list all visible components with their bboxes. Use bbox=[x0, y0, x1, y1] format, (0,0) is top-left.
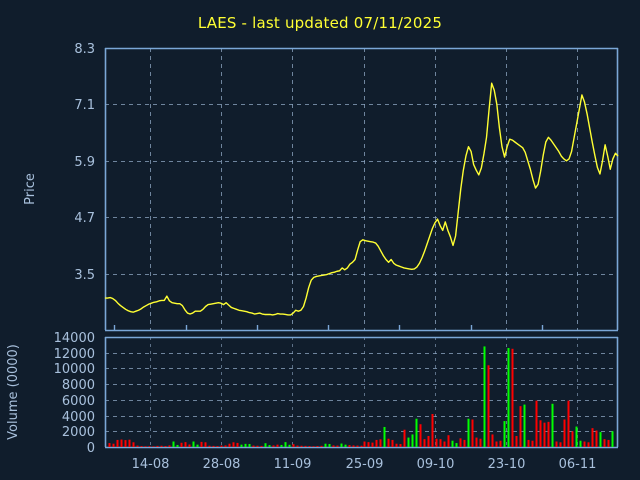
price-tick-label: 5.9 bbox=[74, 155, 95, 170]
x-tick-label: 06-11 bbox=[559, 457, 597, 472]
price-tick-label: 7.1 bbox=[74, 98, 95, 113]
x-tick-label: 25-09 bbox=[346, 457, 384, 472]
x-tick-label: 09-10 bbox=[417, 457, 455, 472]
x-tick-label: 28-08 bbox=[203, 457, 241, 472]
price-tick-label: 4.7 bbox=[74, 211, 95, 226]
volume-tick-label: 4000 bbox=[62, 410, 95, 425]
price-line bbox=[105, 82, 619, 316]
page-title: LAES - last updated 07/11/2025 bbox=[197, 14, 443, 32]
x-tick-label: 14-08 bbox=[132, 457, 170, 472]
volume-tick-label: 12000 bbox=[54, 347, 95, 362]
volume-axis-title: Volume (0000) bbox=[6, 344, 21, 440]
volume-tick-label: 10000 bbox=[54, 362, 95, 377]
volume-tick-label: 2000 bbox=[62, 425, 95, 440]
x-tick-label: 23-10 bbox=[488, 457, 526, 472]
volume-tick-label: 0 bbox=[87, 441, 95, 456]
volume-tick-label: 6000 bbox=[62, 394, 95, 409]
price-axis-title: Price bbox=[23, 173, 38, 205]
x-tick-label: 11-09 bbox=[274, 457, 312, 472]
price-tick-label: 3.5 bbox=[74, 268, 95, 283]
price-tick-label: 8.3 bbox=[74, 42, 95, 57]
volume-tick-label: 14000 bbox=[54, 331, 95, 346]
volume-tick-label: 8000 bbox=[62, 378, 95, 393]
